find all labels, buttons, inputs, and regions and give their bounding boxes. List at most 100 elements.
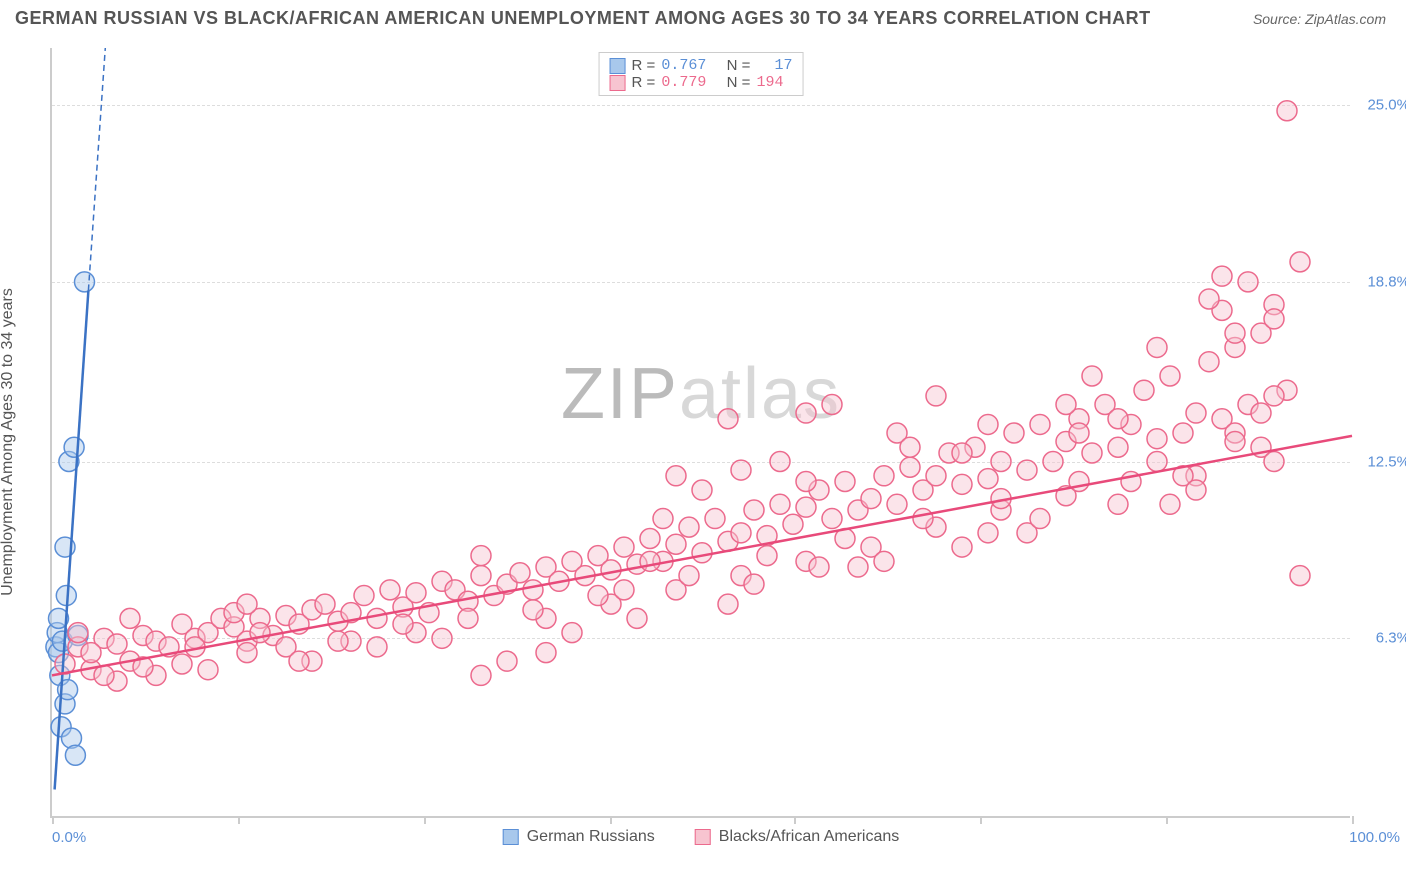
scatter-point (471, 566, 491, 586)
scatter-point (978, 469, 998, 489)
plot-area: ZIPatlas 6.3%12.5%18.8%25.0% R = 0.767 N… (50, 48, 1350, 818)
bottom-legend: German Russians Blacks/African Americans (503, 828, 900, 846)
scatter-point (1004, 423, 1024, 443)
scatter-point (1147, 337, 1167, 357)
scatter-point (718, 594, 738, 614)
scatter-point (913, 509, 933, 529)
scatter-point (822, 394, 842, 414)
scatter-point (68, 623, 88, 643)
scatter-point (1225, 323, 1245, 343)
scatter-point (718, 409, 738, 429)
scatter-point (406, 583, 426, 603)
legend-swatch-bottom-1 (503, 829, 519, 845)
x-axis-max-label: 100.0% (1349, 829, 1400, 846)
scatter-point (952, 443, 972, 463)
scatter-point (1186, 403, 1206, 423)
scatter-point (81, 643, 101, 663)
legend-label-2: Blacks/African Americans (719, 828, 900, 846)
scatter-point (796, 403, 816, 423)
legend-swatch-series1 (610, 58, 626, 74)
scatter-point (1017, 460, 1037, 480)
scatter-point (289, 651, 309, 671)
scatter-point (1264, 386, 1284, 406)
scatter-point (1082, 443, 1102, 463)
scatter-point (367, 637, 387, 657)
scatter-point (510, 563, 530, 583)
scatter-point (666, 466, 686, 486)
scatter-point (562, 623, 582, 643)
trend-line-extension (88, 48, 105, 290)
n-label: N = (727, 74, 751, 91)
scatter-point (172, 654, 192, 674)
n-value-series1: 17 (756, 57, 792, 74)
scatter-point (666, 534, 686, 554)
n-value-series2: 194 (756, 74, 783, 91)
scatter-point (835, 471, 855, 491)
scatter-point (471, 546, 491, 566)
scatter-point (354, 586, 374, 606)
scatter-point (822, 509, 842, 529)
scatter-point (640, 529, 660, 549)
scatter-point (991, 452, 1011, 472)
scatter-point (1030, 414, 1050, 434)
scatter-point (536, 643, 556, 663)
scatter-point (640, 551, 660, 571)
scatter-point (1212, 266, 1232, 286)
scatter-point (1186, 480, 1206, 500)
scatter-point (1290, 566, 1310, 586)
scatter-point (731, 460, 751, 480)
scatter-point (744, 574, 764, 594)
scatter-point (1160, 366, 1180, 386)
scatter-point (770, 452, 790, 472)
scatter-point (1199, 289, 1219, 309)
scatter-point (848, 557, 868, 577)
scatter-point (952, 474, 972, 494)
scatter-point (1108, 437, 1128, 457)
scatter-point (107, 634, 127, 654)
legend-swatch-series2 (610, 75, 626, 91)
scatter-point (1108, 409, 1128, 429)
scatter-point (588, 586, 608, 606)
trend-line (52, 436, 1352, 676)
y-axis-label: Unemployment Among Ages 30 to 34 years (0, 288, 17, 596)
scatter-point (796, 497, 816, 517)
scatter-point (198, 660, 218, 680)
y-tick-label: 18.8% (1367, 273, 1406, 290)
scatter-point (65, 745, 85, 765)
scatter-point (692, 480, 712, 500)
scatter-point (900, 437, 920, 457)
scatter-point (874, 551, 894, 571)
y-tick-label: 25.0% (1367, 97, 1406, 114)
scatter-point (1264, 309, 1284, 329)
scatter-point (874, 466, 894, 486)
scatter-point (796, 471, 816, 491)
scatter-point (380, 580, 400, 600)
r-label: R = (632, 57, 656, 74)
scatter-point (679, 517, 699, 537)
scatter-point (1108, 494, 1128, 514)
scatter-point (1225, 432, 1245, 452)
scatter-point (328, 631, 348, 651)
scatter-point (861, 489, 881, 509)
scatter-point (692, 543, 712, 563)
y-tick-label: 6.3% (1376, 630, 1406, 647)
scatter-plot-svg (52, 48, 1352, 818)
scatter-point (75, 272, 95, 292)
stats-legend-box: R = 0.767 N = 17 R = 0.779 N = 194 (599, 52, 804, 96)
scatter-point (757, 546, 777, 566)
scatter-point (1030, 509, 1050, 529)
n-label: N = (727, 57, 751, 74)
scatter-point (1134, 380, 1154, 400)
scatter-point (1173, 423, 1193, 443)
bottom-legend-item-2: Blacks/African Americans (695, 828, 900, 846)
scatter-point (1199, 352, 1219, 372)
x-axis-min-label: 0.0% (52, 829, 86, 846)
legend-swatch-bottom-2 (695, 829, 711, 845)
bottom-legend-item-1: German Russians (503, 828, 655, 846)
scatter-point (887, 494, 907, 514)
scatter-point (1160, 494, 1180, 514)
scatter-point (627, 608, 647, 628)
scatter-point (120, 608, 140, 628)
scatter-point (770, 494, 790, 514)
legend-label-1: German Russians (527, 828, 655, 846)
